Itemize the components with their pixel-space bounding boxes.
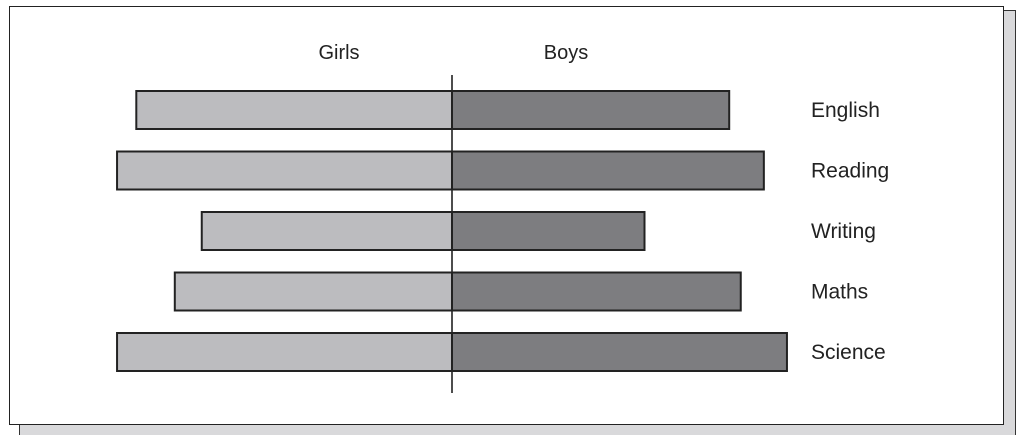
series-label-boys: Boys [544,42,588,64]
bar-boys-maths [452,273,741,311]
series-label-girls: Girls [318,42,359,64]
category-label-maths: Maths [811,281,868,304]
bar-girls-writing [202,212,452,250]
bar-boys-english [452,91,729,129]
category-labels: English Reading Writing Maths Science [811,99,889,364]
bar-boys-science [452,333,787,371]
category-label-science: Science [811,341,886,364]
bar-girls-english [136,91,452,129]
category-label-writing: Writing [811,220,876,243]
bar-boys-reading [452,152,764,190]
bar-girls-science [117,333,452,371]
bar-girls-maths [175,273,452,311]
bar-girls-reading [117,152,452,190]
bar-boys-writing [452,212,645,250]
category-label-english: English [811,99,880,122]
category-label-reading: Reading [811,160,889,183]
